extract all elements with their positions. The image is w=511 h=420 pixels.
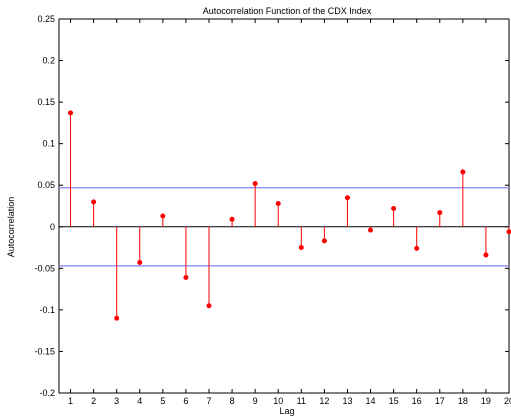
stem-marker (483, 252, 489, 258)
stem-marker (183, 274, 189, 280)
y-axis-title: Autocorrelation (6, 197, 16, 258)
x-tick-label: 16 (412, 396, 422, 406)
plot-frame (58, 18, 510, 394)
x-tick-label: 5 (160, 396, 165, 406)
x-tick-label: 8 (230, 396, 235, 406)
stem-marker (321, 238, 327, 244)
x-tick-label: 2 (91, 396, 96, 406)
stem-marker (414, 245, 420, 251)
stem-marker (298, 245, 304, 251)
x-tick-label: 6 (183, 396, 188, 406)
stem-marker (91, 199, 97, 205)
stem-marker (114, 315, 120, 321)
x-tick-label: 4 (137, 396, 142, 406)
y-tick-label: 0.1 (42, 139, 55, 149)
x-tick-label: 3 (114, 396, 119, 406)
y-tick-label: -0.05 (34, 263, 55, 273)
x-tick-label: 17 (435, 396, 445, 406)
x-tick-label: 18 (458, 396, 468, 406)
x-tick-label: 7 (206, 396, 211, 406)
x-tick-label: 14 (366, 396, 376, 406)
stem-marker (344, 195, 350, 201)
y-tick-label: 0.05 (37, 180, 55, 190)
stem-marker (437, 210, 443, 216)
x-tick-label: 12 (319, 396, 329, 406)
stem-marker (506, 229, 511, 235)
y-tick-label: -0.15 (34, 346, 55, 356)
chart-title: Autocorrelation Function of the CDX Inde… (203, 6, 372, 16)
stem-marker (252, 181, 258, 187)
stem-marker (160, 213, 166, 219)
y-tick-label: 0 (50, 222, 55, 232)
x-tick-label: 13 (342, 396, 352, 406)
x-tick-label: 10 (273, 396, 283, 406)
y-tick-label: 0.15 (37, 97, 55, 107)
stem-marker (137, 260, 143, 266)
stem-marker (460, 169, 466, 175)
stem-marker (368, 227, 374, 233)
x-tick-label: 1 (68, 396, 73, 406)
x-tick-label: 19 (481, 396, 491, 406)
y-tick-label: -0.2 (39, 388, 55, 398)
x-tick-label: 15 (389, 396, 399, 406)
stem-marker (275, 201, 281, 207)
stem-marker (68, 110, 74, 116)
stem-marker (229, 216, 235, 222)
stem-marker (391, 205, 397, 211)
y-tick-label: 0.25 (37, 14, 55, 24)
x-tick-label: 11 (297, 396, 306, 406)
stem-marker (206, 303, 212, 309)
x-tick-label: 20 (504, 396, 511, 406)
x-axis-title: Lag (279, 406, 294, 416)
y-tick-label: 0.2 (42, 56, 55, 66)
y-tick-label: -0.1 (39, 305, 55, 315)
x-tick-label: 9 (253, 396, 258, 406)
